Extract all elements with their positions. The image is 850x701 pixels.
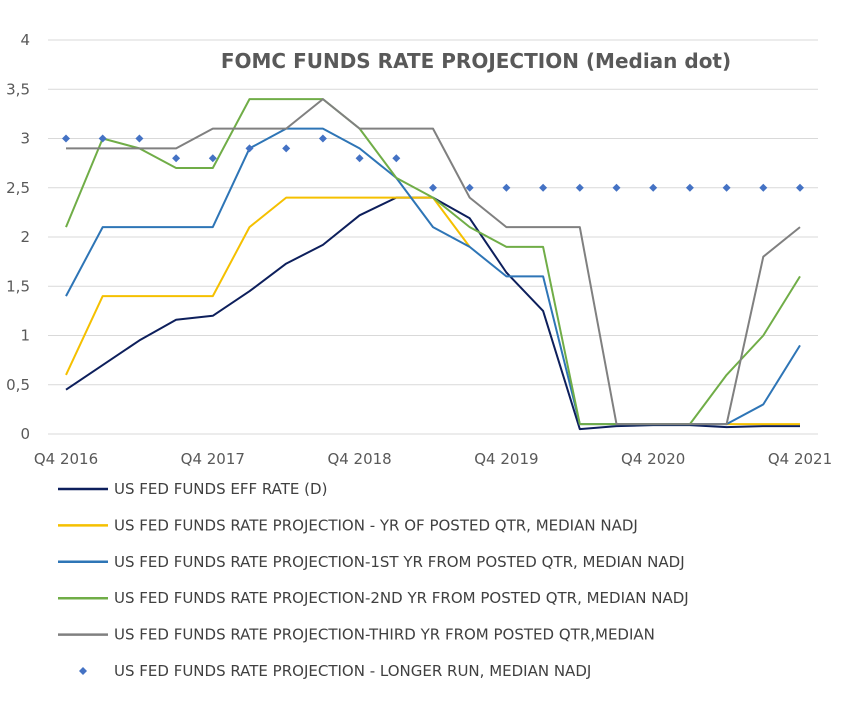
y-tick-label: 3,5 [6, 80, 30, 98]
y-tick-label: 0,5 [6, 376, 30, 394]
series-marker-5 [429, 183, 437, 192]
chart-title: FOMC FUNDS RATE PROJECTION (Median dot) [221, 49, 731, 73]
series-marker-5 [465, 183, 474, 192]
series-line-4 [66, 98, 801, 426]
legend: US FED FUNDS EFF RATE (D) US FED FUNDS RA… [58, 480, 689, 680]
y-tick-label: 3 [20, 130, 30, 148]
series-line-0 [65, 196, 800, 431]
series-markers [62, 134, 804, 192]
series-marker-5 [98, 134, 107, 143]
y-tick-label: 0 [20, 425, 30, 443]
series-marker-5 [208, 154, 217, 163]
series-marker-5 [796, 183, 804, 192]
series-marker-5 [245, 144, 254, 153]
series-lines [65, 98, 801, 431]
legend-label: US FED FUNDS RATE PROJECTION - LONGER RU… [114, 662, 591, 680]
x-tick-label: Q4 2016 [34, 450, 98, 468]
series-line-2 [65, 127, 801, 426]
series-marker-5 [575, 183, 584, 192]
y-axis-ticks: 0 0,5 1 1,5 2 2,5 3 3,5 4 [6, 31, 30, 443]
legend-label: US FED FUNDS RATE PROJECTION - YR OF POS… [114, 516, 638, 534]
y-tick-label: 1,5 [6, 277, 30, 295]
x-tick-label: Q4 2018 [327, 450, 391, 468]
x-axis-ticks: Q4 2016 Q4 2017 Q4 2018 Q4 2019 Q4 2020 Q4 20… [34, 450, 832, 468]
y-tick-label: 1 [20, 327, 30, 345]
legend-label: US FED FUNDS RATE PROJECTION-2ND YR FROM… [114, 589, 689, 607]
series-marker-5 [649, 183, 658, 192]
legend-label: US FED FUNDS RATE PROJECTION-THIRD YR FR… [114, 626, 655, 644]
y-tick-label: 2,5 [6, 179, 30, 197]
gridlines [48, 39, 818, 435]
series-marker-5 [392, 154, 401, 163]
x-tick-label: Q4 2017 [181, 450, 245, 468]
series-marker-5 [759, 183, 768, 192]
series-marker-5 [62, 134, 70, 143]
series-marker-5 [172, 154, 181, 163]
legend-swatch [79, 667, 87, 675]
x-tick-label: Q4 2019 [474, 450, 538, 468]
series-line-1 [65, 196, 800, 426]
series-marker-5 [135, 134, 144, 143]
y-tick-label: 2 [20, 228, 30, 246]
series-marker-5 [502, 183, 511, 192]
series-marker-5 [318, 134, 327, 143]
series-marker-5 [282, 144, 291, 153]
x-tick-label: Q4 2020 [621, 450, 685, 468]
y-tick-label: 4 [20, 31, 30, 49]
series-marker-5 [612, 183, 621, 192]
legend-label: US FED FUNDS EFF RATE (D) [114, 480, 327, 498]
series-marker-5 [685, 183, 694, 192]
series-marker-5 [539, 183, 548, 192]
series-marker-5 [355, 154, 364, 163]
legend-label: US FED FUNDS RATE PROJECTION-1ST YR FROM… [114, 553, 685, 571]
series-marker-5 [722, 183, 731, 192]
x-tick-label: Q4 2021 [768, 450, 832, 468]
